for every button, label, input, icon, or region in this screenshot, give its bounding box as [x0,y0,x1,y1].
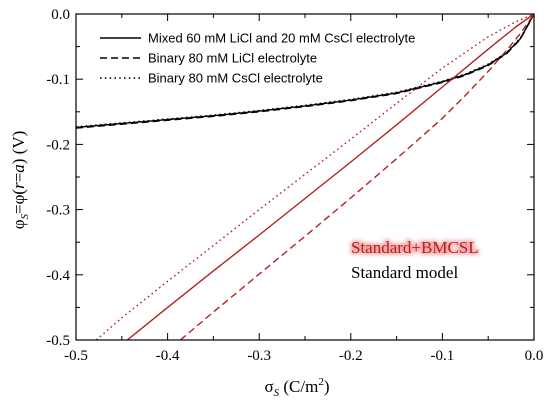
y-tick-label: -0.4 [46,268,70,284]
annotation-glow: Standard+BMCSL [351,238,479,257]
annotation-label: Standard+BMCSL [351,238,479,257]
series-line-bmcsl-solid [126,14,534,340]
legend: Mixed 60 mM LiCl and 20 mM CsCl electrol… [100,31,415,86]
axis-ticks: -0.5 -0.4 -0.3 -0.2 -0.1 0.0 0.0 -0.1 -0.2 -0.3 -0… [46,7,543,364]
y-axis-title: φS=φ(r=a) (V) [9,131,31,230]
x-tick-label: 0.0 [525,348,544,364]
y-tick-label: 0.0 [51,7,70,23]
x-tick-label: -0.1 [431,348,455,364]
legend-label-solid: Mixed 60 mM LiCl and 20 mM CsCl electrol… [148,31,415,46]
annotation-label: Standard model [351,263,458,282]
legend-label-dashed: Binary 80 mM LiCl electrolyte [148,51,317,66]
series-line-standard-dashed [76,14,534,129]
y-tick-label: -0.3 [46,203,70,219]
series-line-bmcsl-dashed [179,14,534,340]
y-tick-label: -0.2 [46,137,70,153]
x-axis-title: σS (C/m2) [264,376,329,399]
legend-label-dotted: Binary 80 mM CsCl electrolyte [148,71,323,86]
series-line-bmcsl-dotted [95,14,534,340]
y-tick-label: -0.1 [46,72,70,88]
x-tick-label: -0.5 [64,348,88,364]
x-tick-label: -0.4 [156,348,180,364]
plot-curves [76,14,534,340]
x-tick-label: -0.2 [339,348,363,364]
y-tick-label: -0.5 [46,333,70,349]
x-tick-label: -0.3 [247,348,271,364]
